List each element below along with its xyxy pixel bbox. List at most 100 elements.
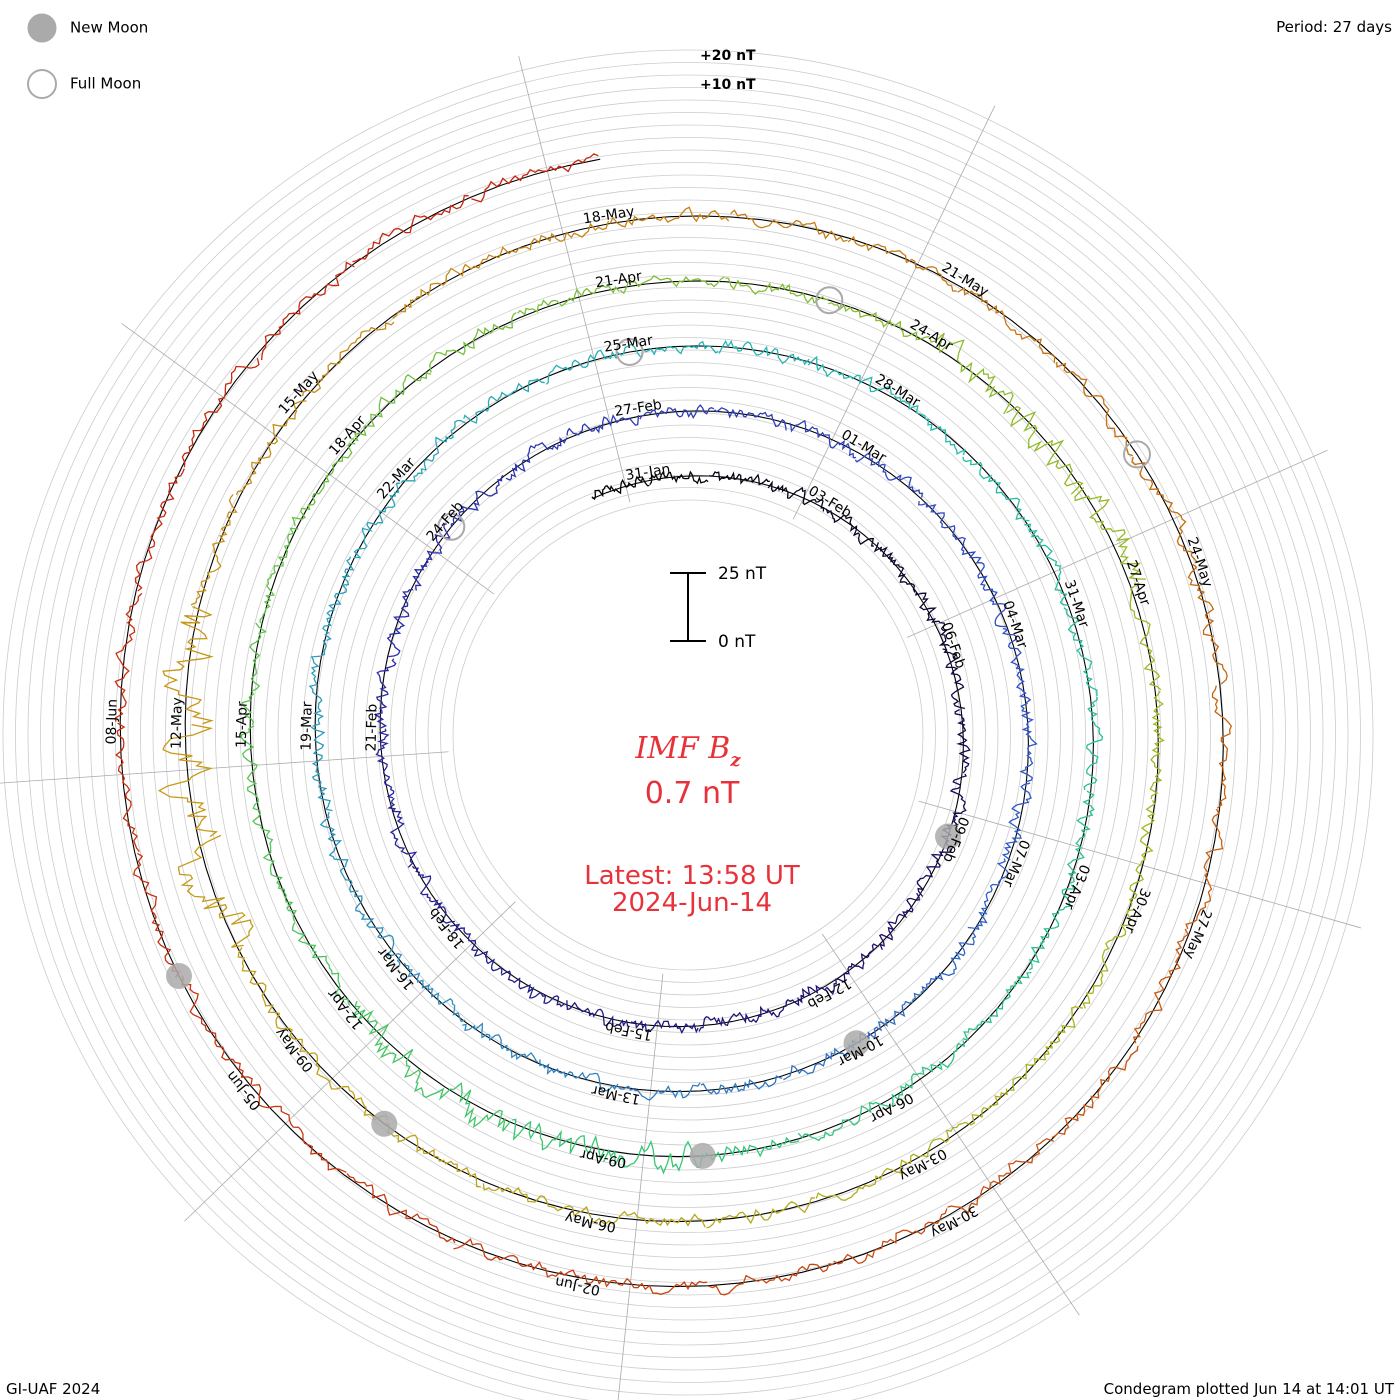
date-label: 24-May [1184, 535, 1216, 589]
bz-trace-segment [177, 834, 254, 948]
bz-trace-segment [714, 407, 787, 431]
bz-trace-segment [291, 922, 351, 1006]
bz-trace-segment [628, 340, 719, 359]
grid-ring [390, 437, 986, 1033]
grid-ring [77, 124, 1299, 1346]
bz-trace-segment [308, 640, 327, 727]
grid-circles [2, 49, 1374, 1400]
bz-trace-segment [1024, 523, 1069, 607]
bz-trace-segment [767, 480, 825, 512]
full-moon-marker [815, 286, 844, 315]
spoke-line [518, 55, 631, 503]
bz-trace-segment [373, 658, 397, 729]
bz-trace-segment [580, 1274, 708, 1295]
bz-trace-segment [411, 865, 455, 924]
bz-trace-segment [826, 943, 879, 995]
bz-trace-segment [386, 1122, 481, 1188]
bz-trace-segment [400, 419, 467, 484]
date-label: 15-May [276, 368, 322, 417]
bz-trace-segment [301, 321, 395, 397]
bz-trace-segment [1006, 405, 1084, 495]
bz-trace-segment [1066, 790, 1095, 884]
date-label: 27-Feb [613, 397, 663, 420]
grid-ring [27, 74, 1349, 1396]
bz-trace-segment [1083, 696, 1104, 790]
bz-trace-segment [783, 1039, 857, 1081]
date-label: 08-Jun [104, 699, 121, 745]
date-label: 30-May [927, 1202, 980, 1241]
date-label: 31-Mar [1061, 578, 1092, 630]
grid-ring [402, 449, 974, 1021]
scale-bar: 25 nT 0 nT [670, 564, 767, 652]
bz-trace-segment [319, 811, 359, 893]
grid-ring [440, 487, 936, 983]
date-label: 22-Mar [374, 455, 419, 503]
grid-ring [215, 262, 1161, 1208]
bz-trace-segment [602, 1139, 704, 1175]
bz-trace-segment [260, 261, 355, 361]
plotted-label: Condegram plotted Jun 14 at 14:01 UT [1104, 1380, 1395, 1398]
bz-trace-segment [322, 556, 355, 642]
bz-trace-segment [639, 404, 715, 420]
bz-trace-segment [971, 556, 1007, 628]
bz-trace-segment [967, 858, 1010, 930]
bz-trace-segment [1001, 782, 1032, 861]
grid-ring [2, 49, 1374, 1400]
bz-trace-segment [917, 501, 977, 559]
latest-time: Latest: 13:58 UT [584, 861, 800, 891]
bz-trace-segment [354, 893, 403, 966]
bz-trace-segment [1082, 909, 1136, 1009]
bz-trace-segment [353, 482, 401, 559]
bz-trace-segment [157, 723, 219, 838]
bz-trace-segment [181, 975, 253, 1085]
bz-trace-segment [115, 722, 140, 853]
grid-ring [365, 412, 1011, 1058]
bz-trace-segment [920, 931, 977, 993]
grid-ring [427, 474, 949, 996]
bz-trace-segment [630, 1019, 699, 1035]
grid-ring [165, 212, 1211, 1258]
grid-ring [90, 137, 1286, 1333]
bz-trace-segment [833, 1208, 948, 1265]
bz-trace-segment [856, 992, 922, 1044]
bz-trace-segment [709, 471, 770, 486]
bz-trace-segment [1019, 702, 1038, 783]
bz-trace-segment [649, 470, 709, 485]
bz-trace-segment [847, 235, 957, 292]
bz-trace-segment [517, 284, 620, 316]
bz-trace-segment [730, 209, 848, 243]
date-label: 25-Mar [603, 332, 654, 355]
bz-trace-segment [566, 413, 640, 436]
bz-trace-segment [919, 1088, 1008, 1158]
bz-trace-segment [1132, 928, 1189, 1044]
bz-trace-segment [429, 312, 517, 373]
bz-trace-segment [763, 984, 827, 1018]
date-label: 31-Jan [624, 461, 671, 484]
bz-trace-segment [854, 453, 924, 498]
date-label: 06-May [563, 1209, 617, 1235]
bz-trace-segment [190, 494, 238, 606]
scale-bottom-label: 0 nT [718, 632, 756, 652]
bz-trace-segment [259, 826, 297, 922]
bz-trace-segment [375, 728, 395, 799]
date-label: 12-May [169, 697, 186, 749]
bz-trace-segment [718, 339, 810, 366]
bz-trace-segment [494, 220, 610, 259]
bz-trace-segment [828, 302, 930, 341]
ref-tick-10: +10 nT [700, 77, 756, 93]
bz-trace-segment [1211, 685, 1233, 809]
bz-trace-segment [352, 1000, 422, 1084]
bz-trace-segment [878, 892, 921, 950]
bz-trace-segment [298, 1044, 389, 1121]
reference-circles [119, 158, 1224, 1288]
bz-trace-segment [788, 419, 857, 459]
bz-trace-segment [962, 971, 1032, 1041]
bz-trace-segment [545, 345, 629, 385]
bz-trace-segment [512, 1118, 606, 1160]
bz-trace-segment [591, 475, 650, 501]
bz-trace-segment [617, 1082, 701, 1101]
bz-trace-segment [708, 1263, 834, 1296]
spoke-line [0, 751, 449, 784]
bz-trace-segment [893, 395, 966, 456]
